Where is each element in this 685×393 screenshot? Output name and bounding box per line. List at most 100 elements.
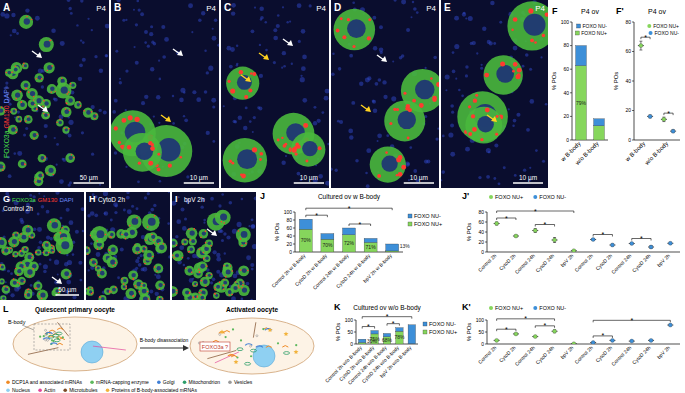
golgi (23, 281, 25, 283)
dapi-nucleus (372, 99, 375, 102)
oocyte (139, 294, 150, 300)
y-tick (632, 110, 634, 111)
golgi (23, 63, 25, 65)
dapi-nucleus (245, 106, 248, 109)
dapi-nucleus (321, 111, 324, 114)
dot (533, 335, 537, 339)
dapi-nucleus (454, 44, 459, 49)
bar (358, 343, 365, 344)
dot (639, 44, 643, 48)
golgi (96, 240, 98, 242)
oocyte (35, 249, 41, 255)
dapi-nucleus (523, 168, 526, 171)
y-tick-label: 80 (478, 209, 484, 215)
golgi (295, 143, 299, 147)
dapi-nucleus (13, 152, 16, 155)
dapi-nucleus (285, 155, 287, 157)
golgi (32, 254, 34, 256)
y-tick (570, 69, 572, 70)
golgi (205, 231, 207, 233)
oocyte (205, 272, 212, 279)
dapi-nucleus (246, 282, 250, 286)
oocyte-nucleus (172, 241, 176, 245)
oocyte (45, 165, 56, 176)
golgi (185, 239, 187, 241)
oocyte-nucleus (97, 230, 105, 238)
dapi-nucleus (158, 122, 160, 124)
micrograph-background (331, 0, 439, 188)
y-tick (293, 244, 295, 245)
dapi-nucleus (283, 65, 286, 68)
y-tick (570, 22, 572, 23)
golgi (534, 41, 537, 44)
y-tick (485, 332, 487, 333)
annotation: 71% (366, 244, 377, 250)
dapi-nucleus (259, 44, 261, 46)
dapi-nucleus (216, 253, 220, 257)
dapi-nucleus (465, 147, 470, 152)
stage-label: P4 (535, 4, 545, 13)
oocyte (0, 278, 5, 284)
golgi (145, 239, 147, 241)
capping-enzyme (277, 342, 279, 344)
golgi (336, 29, 340, 33)
oocyte-nucleus (132, 218, 139, 225)
oocyte-nucleus (33, 133, 37, 137)
dapi-nucleus (433, 56, 437, 60)
dapi-nucleus (156, 95, 161, 100)
chart-title: Cultured ov w/o B-body (353, 304, 421, 312)
golgi (156, 270, 158, 272)
dot (591, 341, 595, 344)
significance-mark: * (505, 215, 508, 222)
dapi-nucleus (82, 58, 86, 62)
dapi-nucleus (331, 167, 333, 170)
dapi-nucleus (191, 31, 193, 33)
golgi (24, 164, 26, 166)
golgi (515, 74, 520, 79)
dapi-nucleus (416, 11, 419, 14)
dapi-nucleus (54, 137, 56, 139)
cell (13, 317, 137, 371)
legend-swatch (106, 388, 110, 392)
significance-mark: * (505, 326, 508, 333)
dapi-nucleus (216, 270, 220, 274)
golgi (247, 270, 249, 272)
axis-title: % POs (335, 323, 341, 342)
y-tick-label: 60 (478, 219, 484, 225)
dapi-nucleus (351, 101, 355, 105)
dapi-nucleus (49, 258, 52, 261)
oocyte (11, 62, 23, 74)
dapi-nucleus (56, 143, 59, 146)
golgi (13, 255, 15, 257)
dapi-nucleus (125, 69, 128, 72)
golgi (46, 70, 48, 72)
golgi (318, 146, 322, 150)
oocyte (22, 62, 29, 69)
golgi (27, 289, 29, 291)
oocyte-nucleus (18, 117, 21, 120)
legend-label: Nucleus (12, 387, 31, 393)
oocyte (24, 115, 33, 124)
oocyte (26, 88, 38, 100)
scale-bar (294, 182, 324, 184)
dapi-nucleus (486, 148, 491, 153)
oocyte-nucleus (37, 251, 40, 254)
dapi-nucleus (37, 246, 41, 250)
golgi (407, 137, 410, 140)
dapi-nucleus (68, 134, 72, 138)
bar (576, 46, 587, 66)
dapi-nucleus (529, 68, 532, 71)
dapi-nucleus (206, 131, 210, 135)
legend-label: FOXO NU- (539, 305, 566, 311)
dapi-nucleus (377, 133, 382, 138)
golgi (250, 72, 253, 75)
dapi-nucleus (281, 67, 283, 69)
dapi-nucleus (253, 116, 256, 119)
golgi (495, 133, 498, 136)
oocyte-nucleus (237, 75, 252, 90)
dapi-nucleus (229, 201, 233, 205)
golgi (121, 278, 123, 280)
golgi (20, 262, 22, 264)
dapi-nucleus (178, 196, 180, 198)
x-tick-label: CytoD 24h (534, 344, 555, 365)
